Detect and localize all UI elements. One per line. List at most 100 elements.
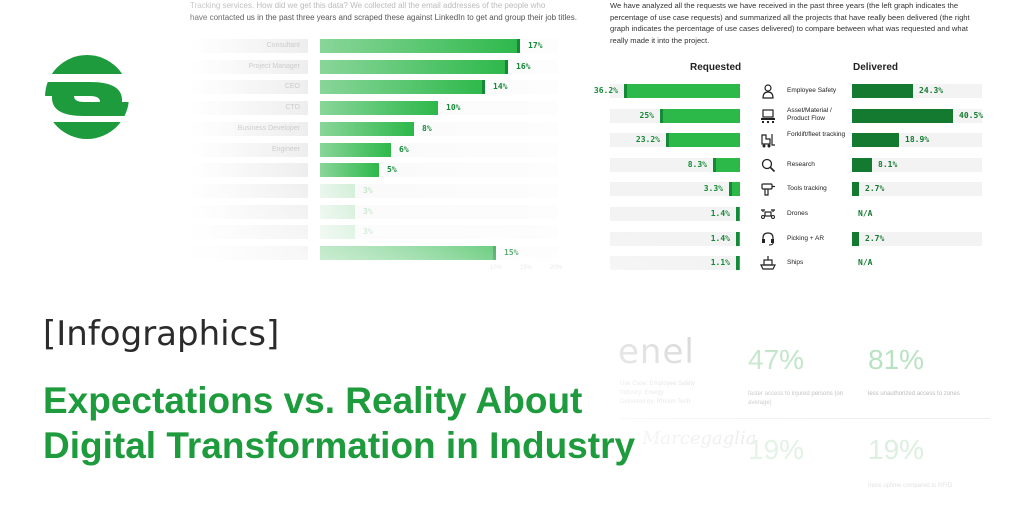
delivered-value: 40.5% (959, 110, 984, 120)
title-line: Expectations vs. Reality About (43, 380, 583, 421)
job-title-row: Business Developer 8% (190, 121, 560, 136)
job-title-label (190, 163, 308, 178)
job-title-row: Engineer 6% (190, 142, 560, 157)
bar-cap (505, 59, 508, 74)
job-title-bar (320, 101, 438, 116)
background-job-title-chart: Tracking services. How did we get this d… (0, 0, 600, 300)
requested-bar (624, 84, 740, 98)
job-title-label (190, 204, 308, 219)
brand-logo-icon (45, 55, 129, 139)
job-title-value: 3% (363, 227, 373, 237)
comparison-intro-line: graph indicates the percentage of use ca… (610, 24, 968, 33)
marcegaglia-logo: Marcegaglia (642, 428, 757, 449)
job-title-bar (320, 142, 391, 157)
job-title-row: CEO 14% (190, 80, 560, 95)
job-title-label: CTO (190, 101, 308, 116)
enel-logo: enel (618, 332, 695, 372)
job-title-value: 3% (363, 206, 373, 216)
pallet-icon (761, 108, 775, 123)
use-case-row: 1.4% Picking + AR 2.7% (610, 231, 1010, 246)
job-title-value: 5% (387, 165, 397, 175)
job-title-bar (320, 59, 508, 74)
job-title-bar (320, 246, 496, 260)
delivered-bar (852, 84, 913, 98)
bar-cap (482, 80, 485, 95)
job-title-bar (320, 204, 355, 219)
delivered-bar (852, 231, 859, 246)
drone-icon (761, 209, 775, 219)
bar-track (320, 204, 558, 219)
job-title-label: CEO (190, 80, 308, 95)
job-title-bar (320, 39, 520, 53)
requested-value: 1.4% (710, 209, 730, 218)
stat-value: 19% (868, 434, 925, 465)
use-case-row: 1.1% Ships N/A (610, 256, 1010, 271)
ship-icon (760, 256, 776, 270)
use-case-name: Picking + AR (787, 234, 825, 242)
delivered-value: 24.3% (919, 86, 944, 95)
background-requested-delivered-chart: We have analyzed all the requests we hav… (594, 0, 1024, 290)
bar-cap (493, 246, 496, 260)
use-case-name: Tools tracking (787, 185, 827, 193)
axis-tick: 20% (550, 265, 563, 271)
use-case-row: 23.2% Forklift/fleet tracking 18.9% (610, 131, 1010, 148)
stat-value: 19% (748, 434, 805, 465)
category-tag: [Infographics] (43, 314, 280, 354)
stat-description: faster access to injured persons (on ave… (748, 391, 844, 406)
use-case-name: Research (787, 160, 815, 168)
job-title-value: 6% (399, 144, 409, 154)
axis-tick: 10% (490, 265, 503, 271)
delivered-bar (852, 182, 859, 197)
job-title-value: 17% (528, 41, 543, 50)
use-case-row: 36.2% Employee Safety 24.3% (594, 84, 1010, 99)
bar-cap (736, 256, 739, 271)
job-title-bar (320, 80, 485, 95)
job-chart-intro-line: Tracking services. How did we get this d… (190, 1, 546, 10)
job-title-row: 3% (190, 225, 560, 240)
delivered-bar (852, 108, 953, 123)
comparison-intro-line: We have analyzed all the requests we hav… (610, 1, 959, 10)
headset-icon (762, 231, 774, 246)
job-title-value: 16% (516, 61, 531, 71)
bar-track (320, 225, 558, 240)
case-study-block: enel Use Case: Employee Safety Industry:… (600, 300, 1024, 512)
job-title-row: 15% (190, 246, 560, 260)
delivered-value: N/A (858, 258, 873, 268)
stat-description: less unauthorized access to zones (868, 391, 960, 397)
use-case-row: 25% Asset/Material / Product Flow 40.5% (610, 106, 1010, 123)
job-title-value: 8% (422, 123, 432, 133)
use-case-name: Asset/Material / Product Flow (787, 106, 832, 122)
job-title-label: Project Manager (190, 59, 308, 74)
drill-icon (761, 183, 775, 196)
job-chart-intro-line: have contacted us in the past three year… (190, 13, 577, 22)
use-case-name: Drones (787, 210, 808, 217)
job-title-value: 15% (504, 248, 519, 257)
job-title-label (190, 246, 308, 260)
requested-bar (660, 108, 740, 123)
stat-description: more uptime compared to RFID (868, 483, 953, 489)
requested-value: 8.3% (687, 159, 707, 169)
delivered-value: 8.1% (878, 159, 898, 169)
requested-value: 36.2% (593, 86, 618, 95)
delivered-heading: Delivered (853, 62, 899, 73)
delivered-bar (852, 133, 899, 148)
job-chart-intro: Tracking services. How did we get this d… (190, 0, 590, 24)
use-case-row: 1.4% Drones N/A (610, 207, 1010, 221)
stat-value: 47% (748, 344, 805, 375)
requested-bar (666, 133, 740, 148)
requested-bar (713, 157, 740, 172)
delivered-value: 2.7% (865, 184, 885, 194)
axis-tick: 15% (520, 265, 533, 271)
job-title-label: Business Developer (190, 121, 308, 136)
requested-heading: Requested (690, 62, 742, 73)
use-case-row: 3.3% Tools tracking 2.7% (610, 182, 1010, 197)
requested-value: 3.3% (703, 184, 723, 194)
bar-cap (666, 133, 669, 148)
delivered-value: 18.9% (905, 135, 930, 145)
bar-cap (736, 231, 739, 246)
job-title-label: Consultant (190, 39, 308, 53)
job-title-label: Engineer (190, 142, 308, 157)
job-title-row: 3% (190, 183, 560, 198)
delivered-value: N/A (858, 209, 873, 218)
forklift-icon (761, 134, 775, 148)
